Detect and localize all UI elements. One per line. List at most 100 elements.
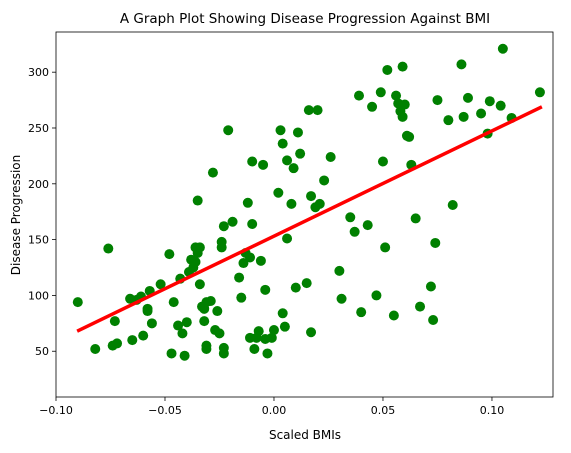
data-point (375, 87, 386, 98)
data-point (462, 92, 473, 103)
x-tick-label: 0.05 (371, 404, 396, 417)
data-point (273, 187, 284, 198)
data-point (345, 212, 356, 223)
data-point (301, 278, 312, 289)
data-point (282, 155, 293, 166)
data-point (268, 325, 279, 336)
x-axis-label: Scaled BMIs (269, 428, 341, 442)
data-point (382, 64, 393, 75)
data-point (218, 221, 229, 232)
data-point (249, 344, 260, 354)
data-point (199, 316, 210, 327)
data-point (349, 226, 360, 237)
regression-line-layer (76, 105, 543, 333)
data-point (325, 152, 336, 163)
data-point (90, 344, 101, 354)
data-point (194, 279, 205, 290)
regression-line (76, 105, 543, 333)
data-point (214, 328, 225, 339)
data-point (282, 233, 293, 244)
data-point (279, 321, 290, 332)
data-point (109, 316, 120, 327)
data-point (290, 282, 301, 293)
data-point (277, 308, 288, 319)
data-point (397, 61, 408, 72)
data-point (334, 265, 345, 276)
data-point (367, 101, 378, 112)
data-point (404, 131, 415, 142)
data-point (103, 243, 114, 254)
data-point (146, 318, 157, 329)
data-point (255, 255, 266, 266)
data-point (292, 127, 303, 138)
data-point (380, 242, 391, 253)
data-point (238, 258, 249, 269)
data-point (306, 327, 317, 338)
data-point (314, 198, 325, 209)
data-point (456, 59, 467, 70)
y-tick-label: 150 (28, 234, 49, 247)
data-point (201, 340, 212, 351)
data-point (410, 213, 421, 224)
data-point (286, 198, 297, 209)
data-point (391, 90, 402, 101)
data-point (262, 348, 273, 359)
y-tick-label: 300 (28, 66, 49, 79)
data-point (179, 350, 190, 361)
data-point (356, 307, 367, 318)
data-point (177, 328, 188, 339)
data-point (428, 314, 439, 325)
data-point (205, 296, 216, 307)
data-point (312, 105, 323, 116)
data-point (166, 348, 177, 359)
data-point (497, 43, 508, 54)
data-point (164, 249, 175, 260)
data-point (127, 335, 138, 346)
points-layer (72, 43, 545, 361)
data-point (234, 272, 245, 283)
data-point (377, 156, 388, 167)
data-point (192, 195, 203, 206)
y-tick-label: 100 (28, 289, 49, 302)
x-tick-label: 0.10 (480, 404, 505, 417)
data-point (415, 301, 426, 312)
data-point (306, 191, 317, 202)
data-point (142, 306, 153, 317)
data-point (484, 96, 495, 107)
data-point (212, 306, 223, 317)
data-point (266, 332, 277, 343)
data-point (397, 111, 408, 122)
data-point (371, 290, 382, 301)
data-point (112, 338, 123, 349)
data-point (253, 326, 264, 337)
x-tick-label: 0.00 (262, 404, 287, 417)
data-point (388, 310, 399, 321)
data-point (277, 138, 288, 149)
data-point (354, 90, 364, 101)
y-tick-label: 200 (28, 178, 49, 191)
data-point (247, 218, 258, 229)
data-point (275, 125, 286, 136)
data-point (181, 317, 192, 328)
data-point (216, 236, 227, 247)
data-point (194, 242, 205, 253)
data-point (260, 284, 271, 295)
data-point (173, 320, 184, 331)
data-point (242, 197, 253, 208)
data-point (534, 87, 545, 98)
data-point (168, 297, 179, 308)
data-point (288, 163, 299, 174)
data-point (155, 279, 166, 290)
data-point (258, 159, 269, 170)
data-point (218, 342, 229, 353)
data-point (432, 95, 443, 106)
data-point (319, 175, 330, 186)
data-point (443, 115, 454, 126)
x-tick-label: −0.05 (148, 404, 182, 417)
y-tick-label: 50 (35, 345, 49, 358)
data-point (190, 256, 201, 267)
data-point (245, 252, 255, 263)
data-point (247, 156, 258, 167)
plot-frame (55, 31, 554, 398)
